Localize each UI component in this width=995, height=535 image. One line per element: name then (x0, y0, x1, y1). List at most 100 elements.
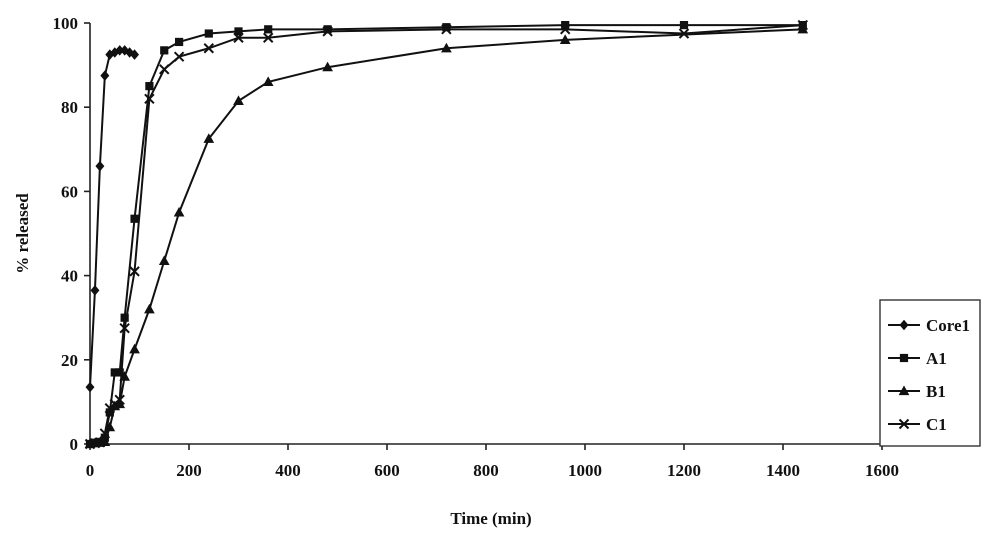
legend-label: B1 (926, 382, 946, 401)
data-point-square (323, 25, 332, 34)
data-point-triangle (144, 303, 155, 314)
x-ticks: 0 200 400 600 800 1000 1200 1400 1600 (86, 444, 899, 480)
data-point-diamond (899, 319, 909, 331)
data-point-square (899, 353, 909, 363)
x-tick-label: 400 (275, 461, 301, 480)
data-point-x (678, 28, 690, 39)
data-point-diamond (100, 70, 110, 81)
data-point-triangle (233, 95, 244, 105)
x-marker-stroke (262, 32, 274, 43)
data-point-triangle (158, 255, 170, 265)
data-point-triangle (99, 436, 111, 446)
legend: Core1 A1 B1 C1 (879, 299, 981, 447)
data-point-triangle (559, 34, 571, 44)
data-point-triangle (262, 76, 274, 87)
y-tick-label: 100 (53, 14, 79, 33)
data-point-x (173, 51, 185, 62)
x-marker-stroke (94, 437, 106, 448)
series-c1 (84, 19, 809, 450)
data-point-triangle (322, 61, 333, 72)
x-marker-stroke (559, 24, 571, 35)
data-point-x (322, 26, 333, 37)
data-point-square (160, 46, 169, 55)
legend-item-c1: C1 (888, 415, 947, 434)
x-tick-label: 1000 (568, 461, 602, 480)
x-marker-stroke (203, 43, 215, 54)
data-point-triangle (173, 206, 185, 217)
x-marker-stroke (129, 266, 140, 277)
x-tick-label: 1600 (865, 461, 899, 480)
data-point-square (120, 313, 129, 322)
data-point-x (203, 43, 215, 54)
data-point-x (144, 93, 155, 104)
x-marker-stroke (678, 28, 690, 39)
data-point-square (115, 368, 124, 377)
data-point-x (129, 266, 140, 277)
x-marker-stroke (173, 51, 185, 62)
x-tick-label: 800 (473, 461, 499, 480)
data-point-triangle (898, 385, 910, 396)
series-line (89, 28, 803, 445)
y-tick-label: 60 (61, 182, 78, 201)
y-tick-label: 40 (61, 267, 78, 286)
data-point-diamond (90, 285, 100, 296)
data-point-triangle (203, 133, 215, 143)
x-tick-label: 600 (374, 461, 400, 480)
x-tick-label: 200 (176, 461, 202, 480)
y-axis-title: % released (13, 193, 32, 274)
y-ticks: 0 20 40 60 80 100 (53, 14, 90, 454)
legend-label: A1 (926, 349, 947, 368)
legend-label: C1 (926, 415, 947, 434)
data-point-x (559, 24, 571, 35)
x-marker-stroke (797, 19, 809, 31)
data-point-square (204, 29, 213, 38)
data-point-diamond (130, 49, 140, 60)
data-point-square (234, 27, 243, 36)
data-point-diamond (95, 160, 105, 172)
legend-item-core1: Core1 (888, 316, 970, 335)
series-line (89, 24, 803, 445)
x-marker-stroke (119, 323, 130, 334)
legend-item-a1: A1 (888, 349, 947, 368)
data-point-x (898, 418, 910, 430)
data-point-triangle (441, 42, 452, 53)
series-b1 (84, 23, 809, 449)
y-tick-label: 0 (70, 435, 79, 454)
data-point-square (442, 23, 451, 32)
data-point-x (233, 32, 244, 43)
series-a1 (85, 21, 807, 449)
legend-label: Core1 (926, 316, 970, 335)
series-core1 (85, 45, 140, 393)
x-marker-stroke (898, 418, 910, 430)
data-point-x (119, 323, 130, 334)
y-tick-label: 80 (61, 98, 78, 117)
x-marker-stroke (159, 64, 170, 75)
data-point-diamond (85, 381, 95, 393)
axes (89, 23, 882, 445)
data-point-square (679, 21, 689, 30)
data-point-square (145, 82, 154, 91)
x-marker-stroke (99, 428, 111, 439)
x-marker-stroke (441, 24, 452, 35)
x-tick-label: 1200 (667, 461, 701, 480)
x-marker-stroke (322, 26, 333, 37)
x-marker-stroke (144, 93, 155, 104)
x-marker-stroke (233, 32, 244, 43)
series-layer (84, 19, 809, 450)
data-point-square (175, 37, 184, 47)
x-axis-title: Time (min) (450, 509, 531, 528)
data-point-x (159, 64, 170, 75)
series-line (89, 49, 135, 388)
data-point-x (114, 394, 125, 406)
x-marker-stroke (114, 394, 125, 406)
data-point-square (264, 25, 273, 34)
data-point-x (94, 437, 106, 448)
data-point-triangle (104, 421, 116, 432)
data-point-triangle (129, 343, 140, 354)
x-tick-label: 1400 (766, 461, 800, 480)
data-point-triangle (797, 23, 809, 34)
x-tick-label: 0 (86, 461, 95, 480)
data-point-square (130, 214, 139, 223)
